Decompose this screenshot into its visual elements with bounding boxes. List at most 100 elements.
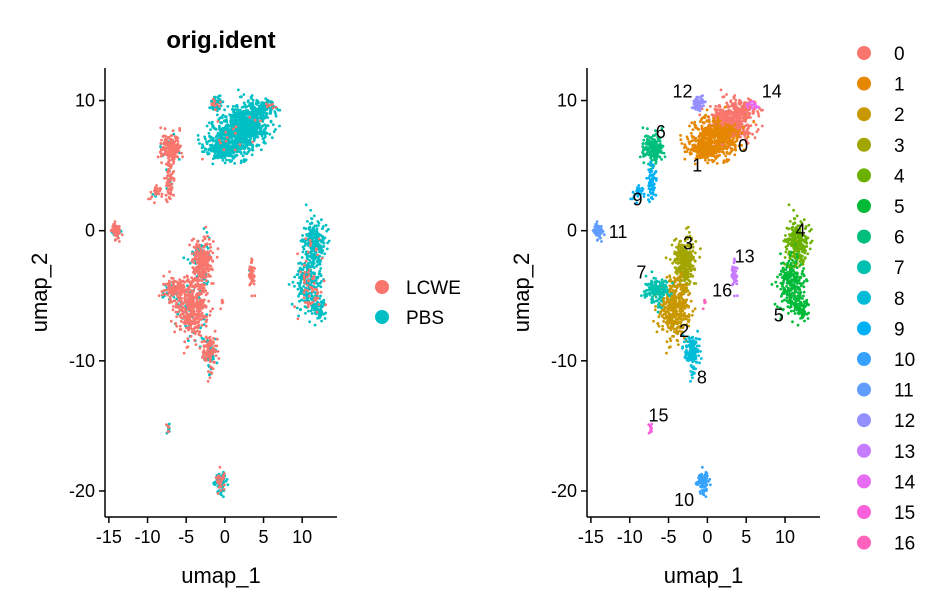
cell-point [114, 230, 118, 234]
cell-point [173, 140, 177, 144]
cell-point [319, 294, 322, 298]
cell-point [713, 107, 717, 111]
cell-point [220, 115, 224, 119]
cell-point [312, 266, 316, 269]
cell-point [317, 303, 321, 306]
y-axis-title: umap_2 [509, 253, 534, 333]
cell-point [112, 222, 115, 226]
cell-point [166, 425, 170, 428]
cell-point [223, 153, 227, 157]
cell-point [169, 150, 173, 154]
cell-point [257, 143, 261, 147]
cell-point [219, 489, 223, 492]
cell-point [691, 128, 695, 132]
cell-point [169, 193, 173, 196]
cell-point [208, 360, 212, 364]
y-tick-label: 10 [557, 91, 577, 111]
x-tick-label: -15 [96, 527, 122, 547]
cell-point [319, 233, 322, 237]
cell-point [733, 153, 737, 157]
cell-point [242, 93, 246, 96]
cell-point [274, 128, 277, 131]
cell-point [113, 220, 117, 224]
cell-point [202, 261, 206, 265]
cell-point [752, 110, 755, 114]
cell-point [225, 128, 229, 132]
cell-point [310, 312, 314, 315]
cell-point [200, 317, 204, 321]
cell-point [209, 356, 213, 360]
cell-point [162, 153, 166, 156]
cell-point [760, 124, 764, 128]
cell-point [182, 256, 186, 260]
cell-point [747, 114, 751, 117]
cell-point [746, 109, 750, 112]
cell-point [306, 289, 310, 292]
cell-point [204, 320, 208, 323]
x-tick-label: -10 [135, 527, 161, 547]
cell-point [309, 241, 313, 245]
cell-point [192, 245, 196, 249]
cell-point [206, 151, 209, 154]
cell-point [322, 241, 326, 245]
cell-point [306, 250, 310, 254]
cell-point [215, 113, 219, 117]
cell-point [194, 276, 197, 280]
cell-point [113, 225, 117, 228]
cell-point [189, 289, 193, 292]
cell-point [203, 267, 207, 271]
cell-point [197, 265, 201, 269]
cell-point [169, 142, 173, 146]
x-tick-label: -10 [617, 527, 643, 547]
cell-point [233, 162, 237, 165]
cell-point [683, 143, 687, 147]
cell-point [321, 239, 324, 243]
y-tick-label: -20 [551, 481, 577, 501]
cell-point [200, 279, 204, 283]
cell-point [251, 275, 255, 279]
cell-point [255, 144, 258, 148]
cell-point [239, 147, 242, 151]
cell-point [206, 246, 210, 250]
cell-point [167, 144, 171, 148]
cell-point [180, 290, 183, 294]
cell-point [176, 310, 180, 314]
cell-point [202, 150, 206, 154]
cell-point [308, 320, 311, 324]
cell-point [248, 115, 252, 119]
cell-point [176, 155, 180, 159]
cell-point [205, 124, 209, 128]
cell-point [190, 322, 194, 326]
cell-point [190, 252, 194, 256]
cell-point [287, 283, 291, 286]
cell-point [170, 188, 173, 192]
cell-point [703, 132, 707, 136]
cell-point [222, 148, 226, 152]
cell-point [312, 214, 316, 218]
cell-point [157, 294, 161, 297]
cell-point [253, 130, 257, 134]
x-tick-label: 0 [702, 527, 712, 547]
cell-point [208, 257, 212, 261]
cell-point [270, 136, 274, 140]
cell-point [308, 258, 311, 262]
cell-point [730, 118, 733, 122]
cell-point [179, 303, 183, 307]
cell-point [167, 286, 171, 290]
cell-point [725, 93, 728, 96]
cell-point [246, 150, 250, 154]
cell-point [244, 105, 247, 109]
cell-point [198, 298, 202, 301]
cell-point [312, 282, 316, 285]
cell-point [730, 126, 734, 130]
cell-point [310, 294, 314, 298]
cell-point [178, 314, 182, 318]
cell-point [186, 337, 190, 340]
cell-point [299, 279, 303, 283]
cell-point [223, 108, 227, 112]
cell-point [211, 157, 215, 161]
cell-point [172, 288, 176, 292]
cell-point [118, 227, 121, 231]
cell-point [212, 341, 215, 344]
cell-point [319, 310, 322, 314]
